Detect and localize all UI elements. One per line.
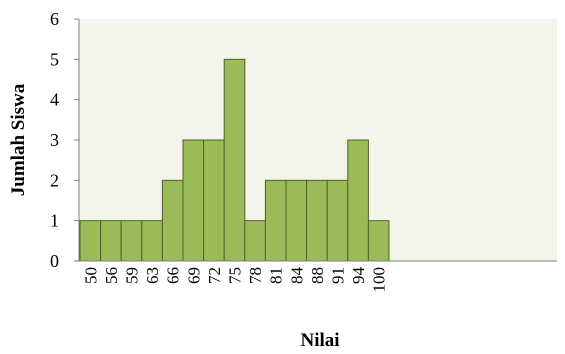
x-tick-label-100: 100 [370,267,389,293]
x-tick-label-88: 88 [308,267,327,284]
bar-84 [285,179,308,262]
bar-78 [244,220,266,262]
y-tick-label-0: 0 [50,251,59,271]
x-tick-label-56: 56 [102,267,121,284]
bar-81 [264,179,287,262]
y-tick-labels: 0 1 2 3 4 5 6 [50,9,79,271]
y-tick-label-5: 5 [50,49,59,69]
y-tick-label-2: 2 [50,170,59,190]
x-tick-label-75: 75 [226,267,245,284]
bar-72 [203,139,225,262]
bar-66 [161,179,184,262]
bar-75 [223,58,246,262]
x-tick-labels: 50 56 59 63 66 69 72 75 78 81 84 88 91 94 100 [81,267,388,293]
x-tick-label-72: 72 [205,267,224,284]
x-tick-label-66: 66 [164,267,183,284]
bar-91 [326,179,349,262]
x-tick-label-84: 84 [287,267,306,285]
y-tick-label-4: 4 [50,90,59,110]
y-axis-title: Jumlah Siswa [8,83,29,196]
bar-59 [120,220,143,262]
x-tick-label-59: 59 [123,267,142,284]
x-tick-label-78: 78 [246,267,265,284]
bar-50 [79,220,102,262]
x-tick-label-81: 81 [267,267,286,284]
x-tick-label-94: 94 [349,267,368,285]
x-axis-title: Nilai [300,330,339,351]
x-tick-label-69: 69 [184,267,203,284]
bars-group [79,58,390,262]
y-tick-label-6: 6 [50,9,59,29]
y-tick-label-1: 1 [50,211,59,231]
bar-56 [100,220,122,262]
bar-63 [141,220,163,262]
bar-100 [367,220,390,262]
x-tick-label-50: 50 [81,267,100,284]
bar-94 [347,139,369,262]
y-tick-label-3: 3 [50,130,59,150]
bar-88 [306,179,328,262]
x-tick-label-91: 91 [329,267,348,284]
x-tick-label-63: 63 [143,267,162,284]
bar-69 [182,139,205,262]
